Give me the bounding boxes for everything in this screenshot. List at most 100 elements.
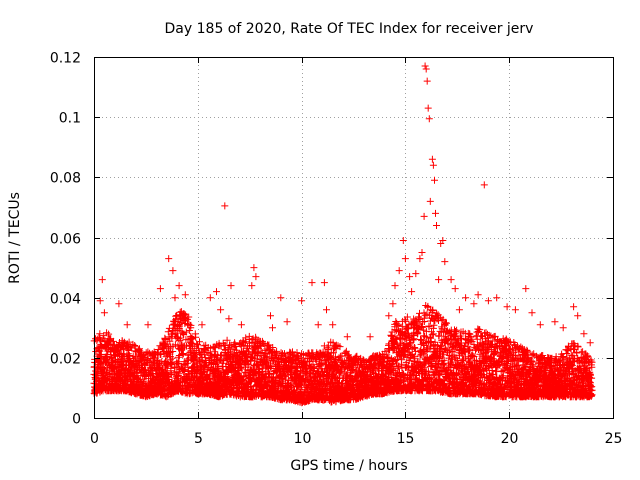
roti-point bbox=[213, 288, 220, 296]
roti-point bbox=[528, 309, 536, 317]
roti-point bbox=[391, 282, 399, 290]
roti-point bbox=[429, 161, 437, 169]
roti-point bbox=[277, 294, 285, 302]
roti-point bbox=[115, 300, 123, 308]
y-axis-label: ROTI / TECUs bbox=[7, 192, 23, 284]
roti-point bbox=[422, 65, 430, 73]
roti-point bbox=[269, 324, 276, 332]
roti-point bbox=[416, 255, 424, 263]
roti-point bbox=[586, 339, 594, 347]
x-tick-label: 25 bbox=[605, 431, 623, 447]
roti-point bbox=[217, 306, 225, 314]
roti-point bbox=[432, 209, 439, 217]
roti-point bbox=[227, 282, 235, 290]
roti-point bbox=[98, 276, 106, 284]
roti-point bbox=[221, 202, 229, 210]
roti-point bbox=[343, 333, 351, 341]
roti-point bbox=[100, 309, 108, 317]
x-tick-label: 10 bbox=[294, 431, 312, 447]
roti-point bbox=[308, 279, 316, 287]
roti-point bbox=[298, 297, 306, 305]
roti-point bbox=[320, 279, 328, 287]
data-points bbox=[90, 62, 596, 407]
chart-title: Day 185 of 2020, Rate Of TEC Index for r… bbox=[165, 21, 534, 37]
roti-point bbox=[503, 303, 511, 311]
roti-point bbox=[401, 255, 409, 263]
roti-point bbox=[206, 294, 214, 302]
roti-point bbox=[536, 321, 544, 329]
roti-point bbox=[385, 312, 393, 320]
roti-point bbox=[399, 237, 407, 244]
axis-tick-labels: 0 0.02 0.04 0.06 0.08 0.1 0.12 0 5 10 15 20 25 bbox=[50, 51, 623, 448]
roti-point bbox=[451, 285, 459, 293]
roti-point bbox=[96, 297, 104, 305]
y-tick-label: 0.02 bbox=[50, 352, 81, 368]
roti-point bbox=[470, 300, 478, 308]
roti-point bbox=[175, 282, 183, 290]
roti-point bbox=[462, 294, 470, 302]
axis-ticks bbox=[94, 57, 614, 419]
roti-point bbox=[480, 181, 488, 189]
roti-point bbox=[484, 297, 492, 305]
roti-point bbox=[248, 282, 256, 290]
roti-point bbox=[433, 222, 440, 229]
roti-point bbox=[447, 276, 455, 284]
roti-point bbox=[439, 237, 447, 244]
roti-point bbox=[198, 321, 206, 329]
y-tick-label: 0.12 bbox=[50, 51, 81, 67]
roti-point bbox=[570, 303, 578, 311]
roti-point bbox=[425, 115, 433, 123]
roti-point bbox=[171, 294, 179, 302]
y-tick-label: 0.04 bbox=[50, 292, 81, 308]
y-tick-label: 0 bbox=[72, 412, 81, 428]
roti-point bbox=[144, 321, 152, 329]
y-tick-label: 0.08 bbox=[50, 171, 81, 187]
roti-point bbox=[395, 267, 403, 275]
x-tick-label: 20 bbox=[501, 431, 519, 447]
roti-point bbox=[551, 318, 559, 326]
roti-point bbox=[225, 315, 233, 323]
x-tick-label: 5 bbox=[194, 431, 203, 447]
roti-point bbox=[408, 288, 416, 296]
roti-point bbox=[314, 321, 322, 329]
roti-point bbox=[329, 321, 337, 329]
roti-point bbox=[366, 333, 374, 341]
roti-point bbox=[252, 273, 260, 281]
roti-point bbox=[250, 264, 258, 272]
roti-point bbox=[431, 176, 438, 184]
roti-point bbox=[435, 276, 443, 284]
roti-point bbox=[169, 267, 177, 275]
roti-point bbox=[165, 255, 173, 263]
roti-point bbox=[237, 321, 245, 329]
roti-point bbox=[418, 249, 426, 256]
roti-point bbox=[283, 318, 291, 326]
roti-point bbox=[580, 330, 588, 338]
roti-point bbox=[441, 258, 449, 266]
y-tick-label: 0.1 bbox=[59, 111, 81, 127]
x-axis-label: GPS time / hours bbox=[290, 458, 407, 474]
roti-point bbox=[493, 294, 501, 302]
roti-point bbox=[389, 300, 397, 308]
roti-point bbox=[267, 312, 274, 320]
x-tick-label: 0 bbox=[90, 431, 99, 447]
roti-point bbox=[511, 306, 519, 314]
x-tick-label: 15 bbox=[397, 431, 415, 447]
roti-point bbox=[428, 155, 436, 163]
roti-point bbox=[406, 273, 414, 281]
roti-point bbox=[123, 321, 131, 329]
roti-point bbox=[323, 306, 330, 314]
roti-point bbox=[424, 104, 432, 112]
roti-point bbox=[181, 291, 189, 299]
roti-point bbox=[421, 62, 429, 70]
roti-point bbox=[412, 270, 420, 278]
roti-point bbox=[156, 285, 164, 293]
roti-point bbox=[426, 197, 434, 205]
y-tick-label: 0.06 bbox=[50, 232, 81, 248]
roti-point bbox=[455, 306, 463, 314]
roti-point bbox=[522, 285, 530, 293]
roti-point bbox=[420, 212, 428, 220]
roti-point bbox=[574, 312, 582, 320]
roti-point bbox=[474, 291, 482, 299]
